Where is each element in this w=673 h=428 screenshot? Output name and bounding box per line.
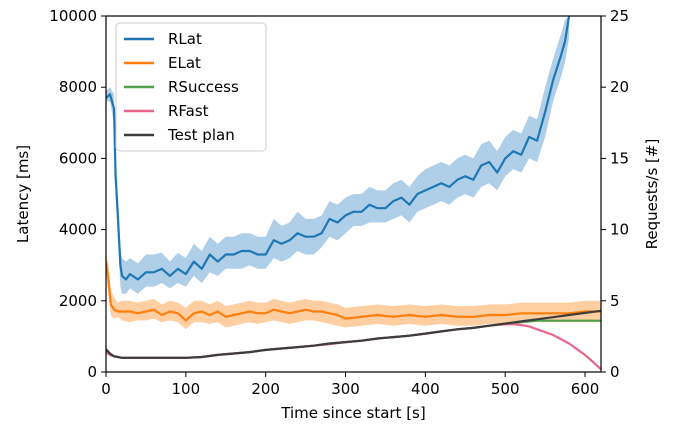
legend-label-test-plan: Test plan <box>167 126 235 144</box>
y2-tick-label-5: 25 <box>610 7 629 25</box>
x-tick-label-5: 500 <box>491 380 520 398</box>
x-axis-title: Time since start [s] <box>280 404 425 422</box>
x-tick-label-1: 100 <box>172 380 201 398</box>
y2-tick-label-0: 0 <box>610 363 620 381</box>
y2-axis-title: Requests/s [#] <box>643 139 661 250</box>
series-line-elat <box>106 261 601 322</box>
y2-tick-label-4: 20 <box>610 78 629 96</box>
y-tick-label-5: 10000 <box>49 7 97 25</box>
y-tick-label-1: 2000 <box>59 292 97 310</box>
y2-tick-label-1: 5 <box>610 292 620 310</box>
y-axis-title: Latency [ms] <box>14 145 32 243</box>
series-line-rlat <box>106 16 571 281</box>
legend: RLat ELat RSuccess RFast Test plan <box>115 22 267 152</box>
y-tick-label-2: 4000 <box>59 221 97 239</box>
series-band-elat <box>106 251 601 330</box>
legend-box <box>115 22 267 152</box>
series-line-rfast <box>106 323 601 371</box>
y-tick-label-0: 0 <box>87 363 97 381</box>
series-line-test-plan <box>106 309 601 359</box>
y2-tick-label-2: 10 <box>610 221 629 239</box>
x-tick-label-2: 200 <box>251 380 280 398</box>
series-band-rlat <box>106 16 570 294</box>
legend-label-rlat: RLat <box>168 30 202 48</box>
x-tick-label-6: 600 <box>571 380 600 398</box>
legend-label-elat: ELat <box>168 54 201 72</box>
plot-frame <box>105 15 602 373</box>
x-tick-label-0: 0 <box>101 380 111 398</box>
y-tick-label-3: 6000 <box>59 149 97 167</box>
y2-tick-label-3: 15 <box>610 149 629 167</box>
y-tick-label-4: 8000 <box>59 78 97 96</box>
legend-label-rsuccess: RSuccess <box>168 78 239 96</box>
legend-label-rfast: RFast <box>168 102 209 120</box>
x-tick-label-3: 300 <box>331 380 360 398</box>
x-tick-label-4: 400 <box>411 380 440 398</box>
